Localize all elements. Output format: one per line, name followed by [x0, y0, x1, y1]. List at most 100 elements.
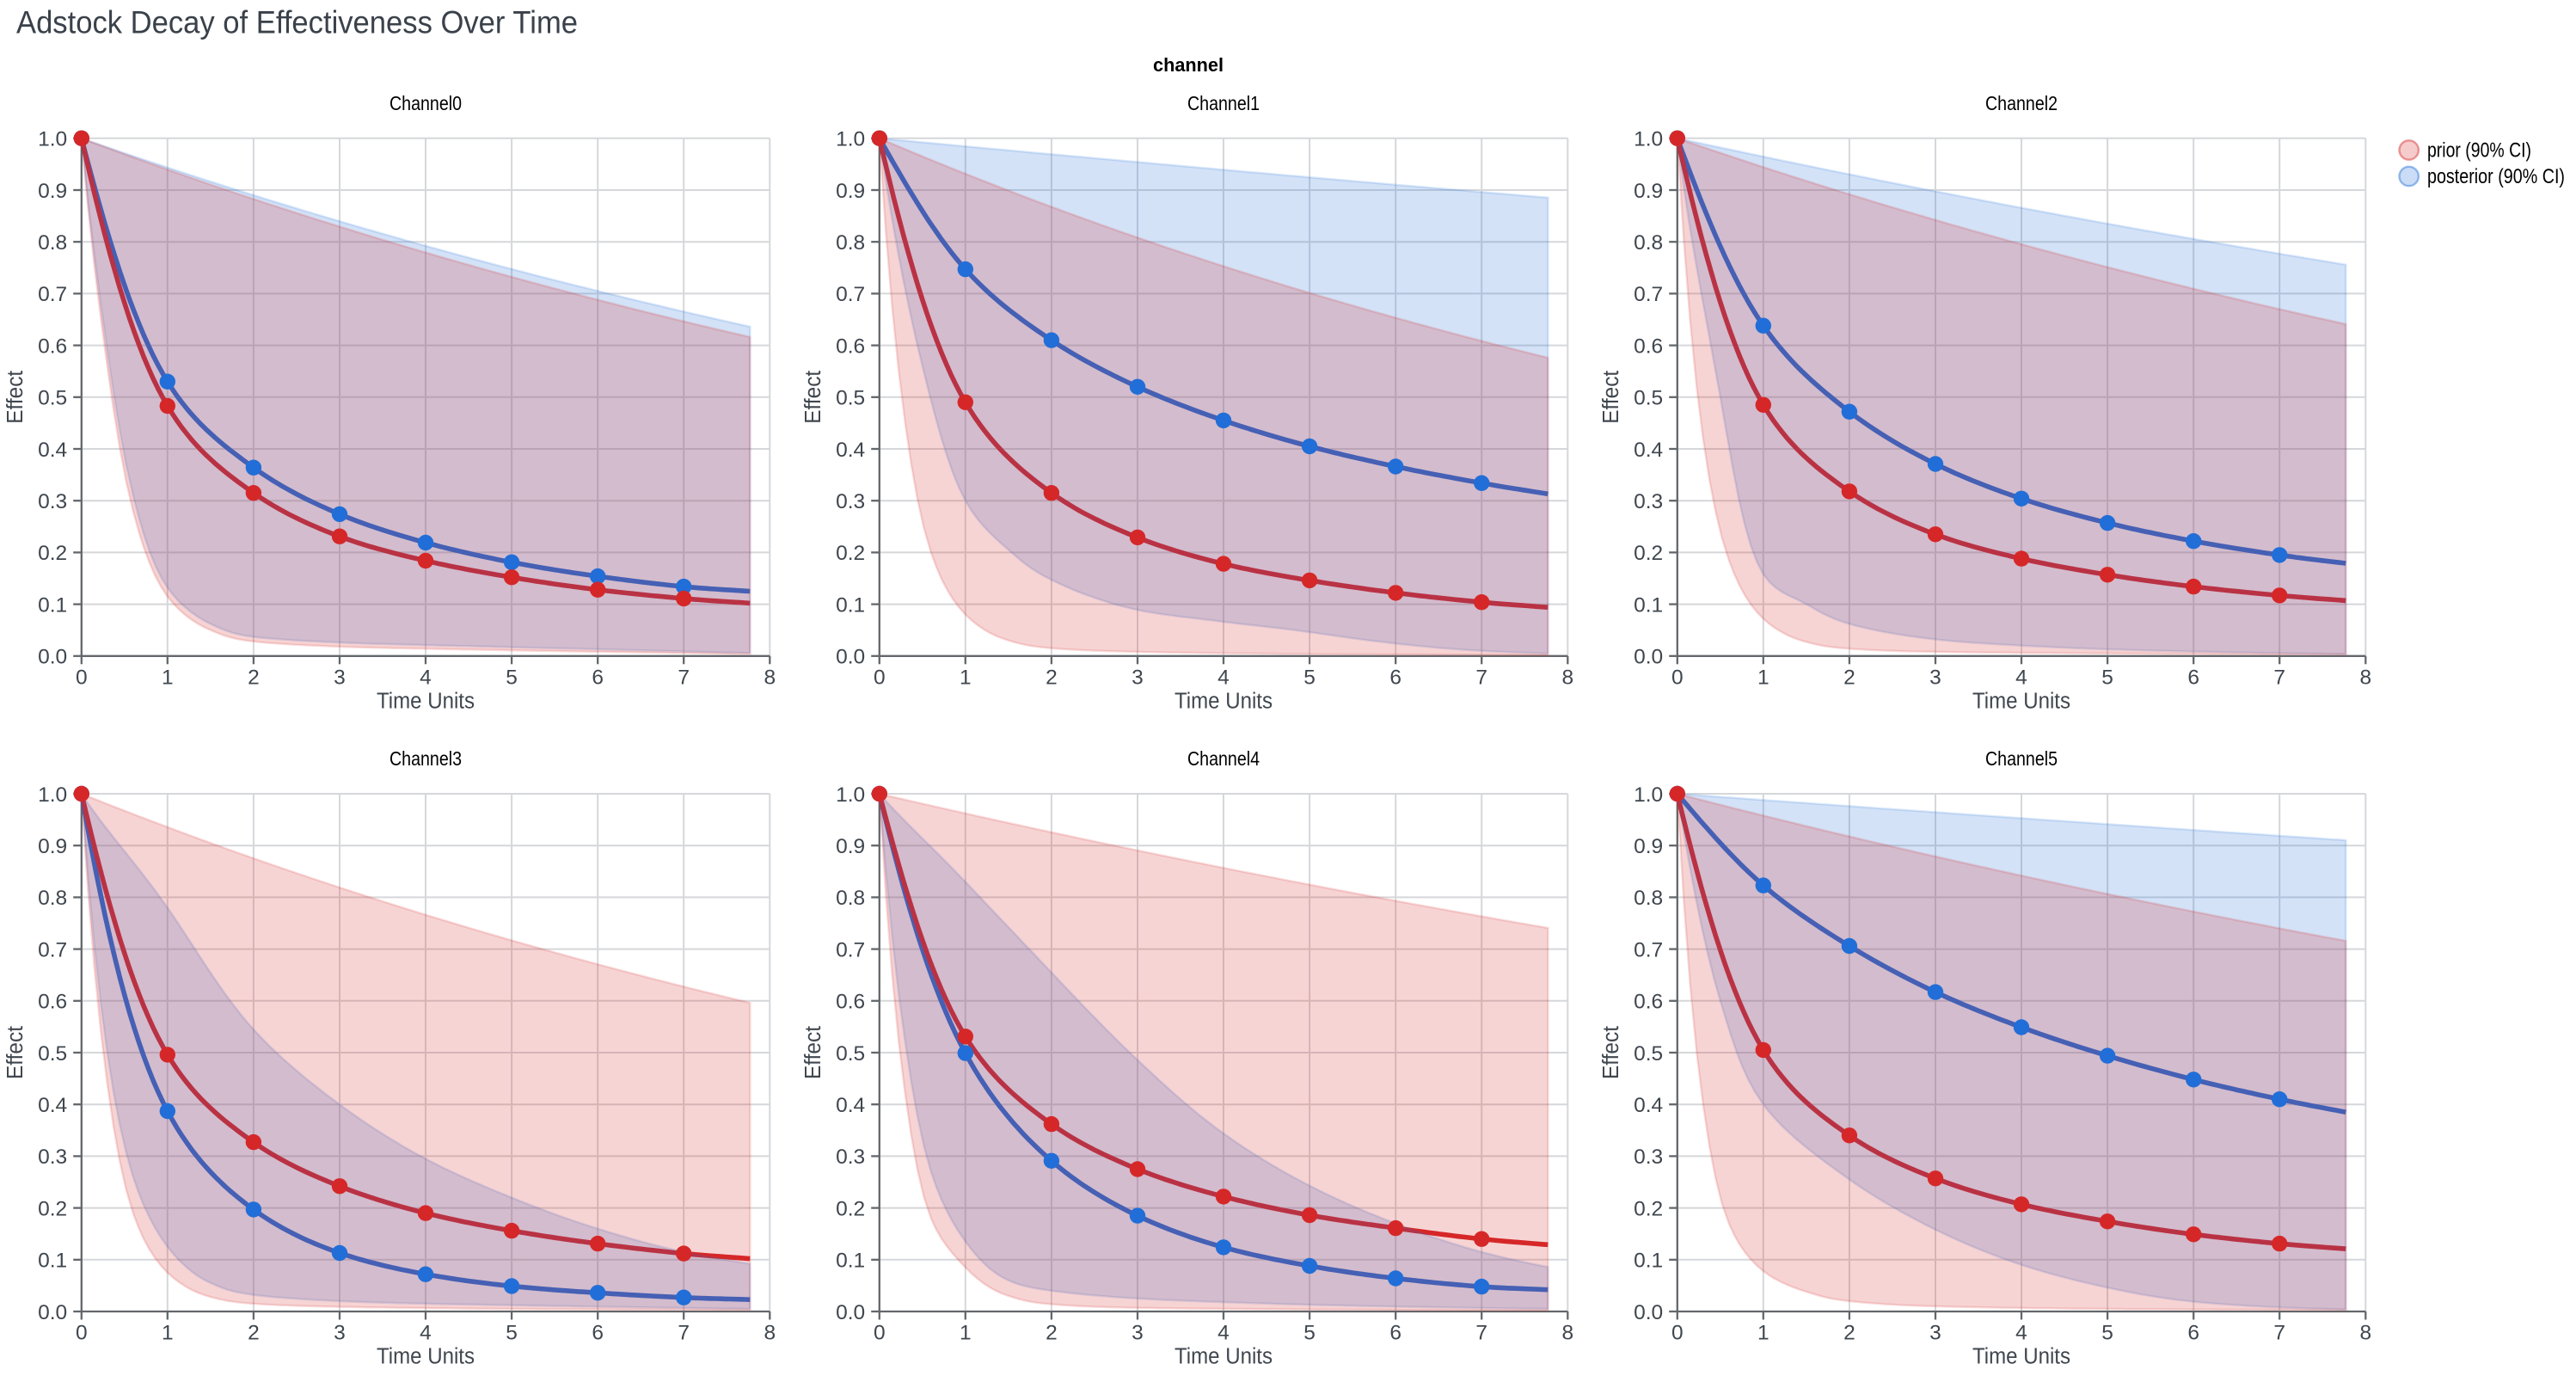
svg-text:0.2: 0.2: [38, 542, 67, 565]
svg-text:0.3: 0.3: [38, 490, 67, 513]
svg-text:3: 3: [334, 1322, 346, 1345]
svg-text:5: 5: [1303, 666, 1316, 689]
svg-text:0.1: 0.1: [836, 1250, 865, 1273]
svg-text:0.7: 0.7: [1634, 283, 1663, 306]
svg-text:Time Units: Time Units: [377, 1345, 475, 1369]
svg-text:5: 5: [1303, 1322, 1316, 1345]
svg-text:3: 3: [1929, 1322, 1941, 1345]
svg-text:0.5: 0.5: [38, 1042, 67, 1066]
svg-text:0: 0: [1671, 666, 1684, 689]
svg-text:channel: channel: [1153, 54, 1224, 76]
svg-text:0.9: 0.9: [1634, 180, 1663, 203]
svg-text:Time Units: Time Units: [377, 690, 475, 714]
svg-text:0.0: 0.0: [1634, 1301, 1663, 1324]
svg-text:0.1: 0.1: [1634, 593, 1663, 617]
svg-text:0.2: 0.2: [1634, 542, 1663, 565]
svg-text:0.8: 0.8: [38, 231, 67, 255]
svg-text:1: 1: [960, 666, 972, 689]
svg-text:3: 3: [1132, 1322, 1144, 1345]
svg-text:0.3: 0.3: [1634, 1146, 1663, 1169]
svg-text:0.0: 0.0: [836, 1301, 865, 1324]
svg-text:0.8: 0.8: [38, 887, 67, 910]
svg-text:0.8: 0.8: [1634, 231, 1663, 255]
svg-text:8: 8: [2359, 1322, 2371, 1345]
svg-text:0.6: 0.6: [1634, 991, 1663, 1014]
svg-text:1.0: 1.0: [38, 128, 67, 151]
svg-text:0.6: 0.6: [38, 335, 67, 358]
svg-text:7: 7: [1475, 1322, 1487, 1345]
svg-text:0.3: 0.3: [836, 1146, 865, 1169]
svg-text:0.9: 0.9: [1634, 835, 1663, 858]
svg-text:0.0: 0.0: [38, 646, 67, 669]
svg-text:Effect: Effect: [801, 1026, 825, 1079]
svg-text:0.1: 0.1: [1634, 1250, 1663, 1273]
svg-text:6: 6: [1389, 1322, 1401, 1345]
svg-text:0.4: 0.4: [38, 439, 67, 462]
svg-text:0.0: 0.0: [38, 1301, 67, 1324]
svg-text:4: 4: [420, 1322, 432, 1345]
svg-text:0.6: 0.6: [836, 991, 865, 1014]
svg-text:0: 0: [874, 666, 886, 689]
svg-text:0.2: 0.2: [38, 1197, 67, 1220]
svg-text:Channel2: Channel2: [1985, 92, 2058, 114]
svg-text:0.9: 0.9: [836, 835, 865, 858]
svg-text:5: 5: [506, 666, 518, 689]
svg-text:6: 6: [2187, 666, 2199, 689]
svg-text:0.0: 0.0: [1634, 646, 1663, 669]
svg-text:7: 7: [678, 666, 690, 689]
svg-text:0.8: 0.8: [836, 887, 865, 910]
svg-text:Time Units: Time Units: [1175, 690, 1273, 714]
svg-text:0.1: 0.1: [836, 593, 865, 617]
svg-text:0.6: 0.6: [836, 335, 865, 358]
svg-text:0: 0: [1671, 1322, 1684, 1345]
svg-text:0.5: 0.5: [1634, 1042, 1663, 1066]
svg-text:1.0: 1.0: [1634, 783, 1663, 807]
svg-text:0.4: 0.4: [1634, 1094, 1663, 1117]
svg-text:posterior (90% CI): posterior (90% CI): [2427, 165, 2565, 188]
svg-text:0: 0: [874, 1322, 886, 1345]
svg-text:0.4: 0.4: [836, 439, 865, 462]
svg-text:Time Units: Time Units: [1175, 1345, 1273, 1369]
svg-text:Adstock Decay of Effectiveness: Adstock Decay of Effectiveness Over Time: [16, 5, 578, 40]
svg-text:5: 5: [2101, 1322, 2113, 1345]
svg-text:0.4: 0.4: [38, 1094, 67, 1117]
svg-text:0.5: 0.5: [1634, 387, 1663, 410]
svg-text:1: 1: [1757, 666, 1769, 689]
svg-text:0.5: 0.5: [836, 1042, 865, 1066]
svg-text:4: 4: [420, 666, 432, 689]
svg-text:0.2: 0.2: [1634, 1197, 1663, 1220]
svg-text:2: 2: [248, 1322, 260, 1345]
svg-text:6: 6: [592, 666, 604, 689]
svg-text:1: 1: [162, 666, 174, 689]
svg-text:0.2: 0.2: [836, 1197, 865, 1220]
svg-text:7: 7: [678, 1322, 690, 1345]
svg-text:0.7: 0.7: [836, 283, 865, 306]
svg-text:0.2: 0.2: [836, 542, 865, 565]
svg-text:1: 1: [1757, 1322, 1769, 1345]
svg-text:Effect: Effect: [3, 371, 28, 424]
svg-text:6: 6: [1389, 666, 1401, 689]
svg-text:0.8: 0.8: [836, 231, 865, 255]
svg-text:0.0: 0.0: [836, 646, 865, 669]
svg-text:0.7: 0.7: [1634, 938, 1663, 961]
svg-text:0.7: 0.7: [836, 938, 865, 961]
svg-text:0.3: 0.3: [1634, 490, 1663, 513]
svg-text:0: 0: [76, 1322, 88, 1345]
svg-text:5: 5: [506, 1322, 518, 1345]
svg-text:1: 1: [960, 1322, 972, 1345]
svg-text:4: 4: [2015, 1322, 2027, 1345]
svg-text:3: 3: [1929, 666, 1941, 689]
svg-text:2: 2: [248, 666, 260, 689]
svg-text:6: 6: [592, 1322, 604, 1345]
svg-text:0.9: 0.9: [38, 835, 67, 858]
svg-text:1.0: 1.0: [38, 783, 67, 807]
svg-text:0.4: 0.4: [836, 1094, 865, 1117]
svg-text:0.5: 0.5: [836, 387, 865, 410]
svg-text:0.1: 0.1: [38, 593, 67, 617]
svg-text:8: 8: [2359, 666, 2371, 689]
svg-text:7: 7: [1475, 666, 1487, 689]
svg-text:0.7: 0.7: [38, 283, 67, 306]
svg-text:8: 8: [1561, 666, 1573, 689]
svg-text:8: 8: [764, 666, 776, 689]
svg-text:0: 0: [76, 666, 88, 689]
